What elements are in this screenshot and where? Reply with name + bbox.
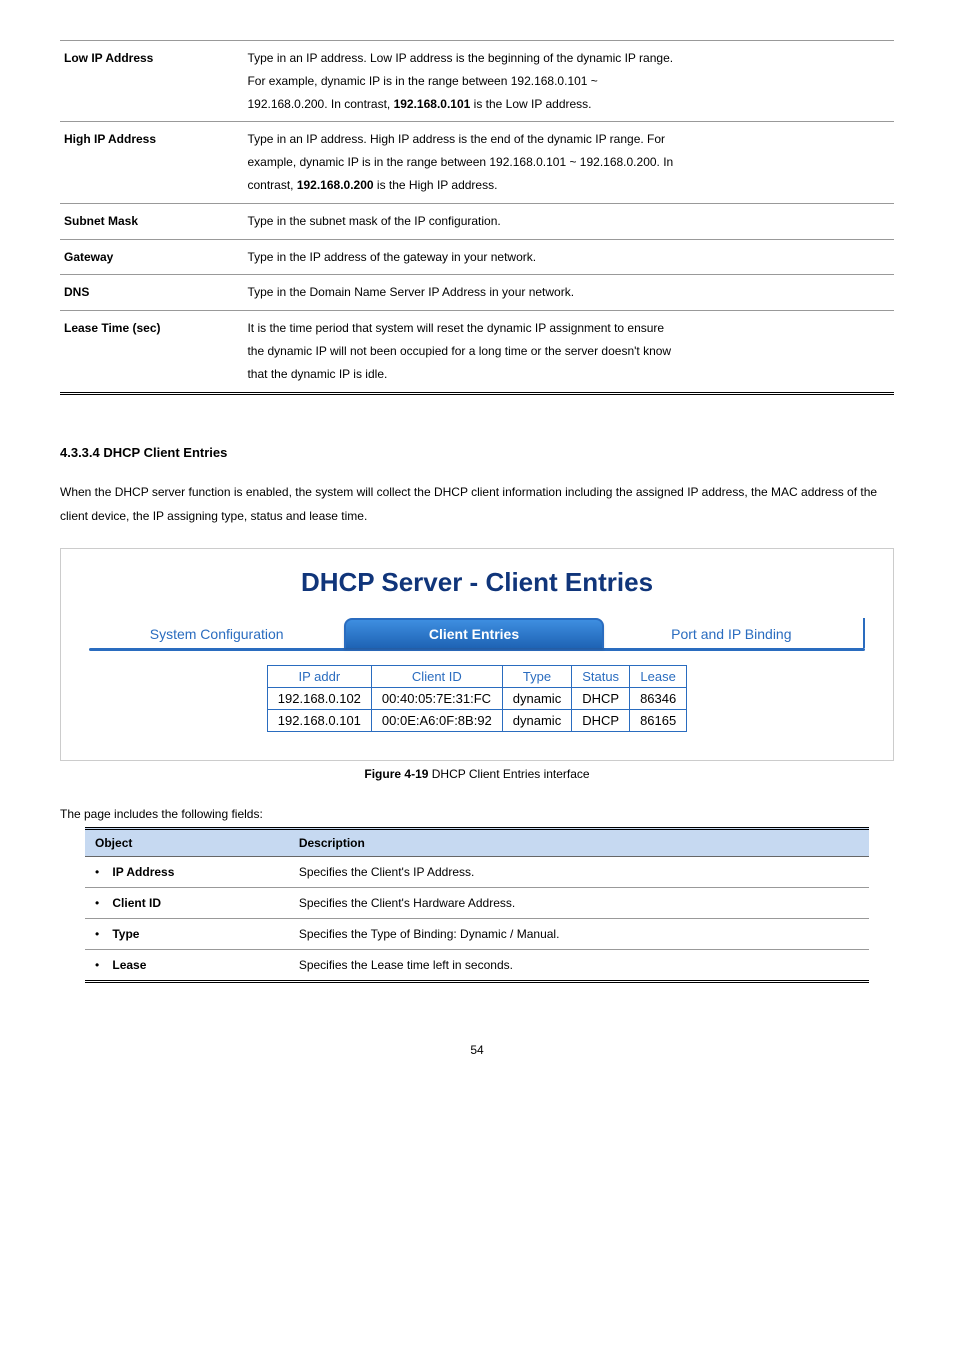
tab-divider [859, 618, 865, 648]
config-desc: Type in the Domain Name Server IP Addres… [243, 275, 894, 311]
field-object-cell: • Lease [85, 949, 289, 981]
section-heading: 4.3.3.4 DHCP Client Entries [60, 445, 894, 460]
fields-table: Object Description • IP AddressSpecifies… [85, 827, 869, 983]
entries-cell: 00:0E:A6:0F:8B:92 [371, 709, 502, 731]
config-label: Gateway [60, 239, 243, 275]
table-row: • TypeSpecifies the Type of Binding: Dyn… [85, 918, 869, 949]
config-label: DNS [60, 275, 243, 311]
entries-header-cell: Type [502, 665, 571, 687]
config-desc-table: Low IP AddressType in an IP address. Low… [60, 40, 894, 395]
entries-cell: 192.168.0.102 [267, 687, 371, 709]
field-desc-cell: Specifies the Client's Hardware Address. [289, 887, 869, 918]
entries-header-cell: Status [572, 665, 630, 687]
figure-caption-rest: DHCP Client Entries interface [428, 767, 589, 781]
panel-title: DHCP Server - Client Entries [79, 567, 875, 598]
client-entries-table: IP addrClient IDTypeStatusLease 192.168.… [267, 665, 687, 732]
figure-caption: Figure 4-19 DHCP Client Entries interfac… [60, 767, 894, 781]
page-number: 54 [60, 1043, 894, 1057]
fields-header-description: Description [289, 828, 869, 856]
field-desc-cell: Specifies the Lease time left in seconds… [289, 949, 869, 981]
table-row: • IP AddressSpecifies the Client's IP Ad… [85, 856, 869, 887]
entries-cell: 86346 [630, 687, 687, 709]
dhcp-client-entries-panel: DHCP Server - Client Entries System Conf… [60, 548, 894, 761]
config-desc: Type in the IP address of the gateway in… [243, 239, 894, 275]
table-row: 192.168.0.10200:40:05:7E:31:FCdynamicDHC… [267, 687, 686, 709]
tab-port-ip-binding[interactable]: Port and IP Binding [604, 620, 859, 648]
section-intro-text: When the DHCP server function is enabled… [60, 480, 894, 528]
config-desc: Type in an IP address. High IP address i… [243, 122, 894, 203]
table-row: • Client IDSpecifies the Client's Hardwa… [85, 887, 869, 918]
config-desc: It is the time period that system will r… [243, 311, 894, 393]
config-label: High IP Address [60, 122, 243, 203]
entries-cell: 192.168.0.101 [267, 709, 371, 731]
entries-cell: DHCP [572, 687, 630, 709]
tab-bar: System Configuration Client Entries Port… [89, 618, 865, 648]
fields-header-object: Object [85, 828, 289, 856]
field-desc-cell: Specifies the Type of Binding: Dynamic /… [289, 918, 869, 949]
config-label: Lease Time (sec) [60, 311, 243, 393]
entries-cell: 00:40:05:7E:31:FC [371, 687, 502, 709]
tab-client-entries[interactable]: Client Entries [344, 618, 603, 648]
tab-system-configuration[interactable]: System Configuration [89, 620, 344, 648]
entries-header-cell: IP addr [267, 665, 371, 687]
entries-header-cell: Lease [630, 665, 687, 687]
entries-cell: 86165 [630, 709, 687, 731]
config-label: Low IP Address [60, 41, 243, 122]
field-object-cell: • Type [85, 918, 289, 949]
tab-underline [89, 648, 865, 651]
config-desc: Type in an IP address. Low IP address is… [243, 41, 894, 122]
field-desc-cell: Specifies the Client's IP Address. [289, 856, 869, 887]
entries-cell: dynamic [502, 709, 571, 731]
table-row: • LeaseSpecifies the Lease time left in … [85, 949, 869, 981]
field-object-cell: • IP Address [85, 856, 289, 887]
figure-caption-prefix: Figure 4-19 [364, 767, 428, 781]
entries-cell: dynamic [502, 687, 571, 709]
config-label: Subnet Mask [60, 203, 243, 239]
config-desc: Type in the subnet mask of the IP config… [243, 203, 894, 239]
fields-intro-text: The page includes the following fields: [60, 807, 894, 821]
field-object-cell: • Client ID [85, 887, 289, 918]
entries-header-cell: Client ID [371, 665, 502, 687]
entries-cell: DHCP [572, 709, 630, 731]
table-row: 192.168.0.10100:0E:A6:0F:8B:92dynamicDHC… [267, 709, 686, 731]
